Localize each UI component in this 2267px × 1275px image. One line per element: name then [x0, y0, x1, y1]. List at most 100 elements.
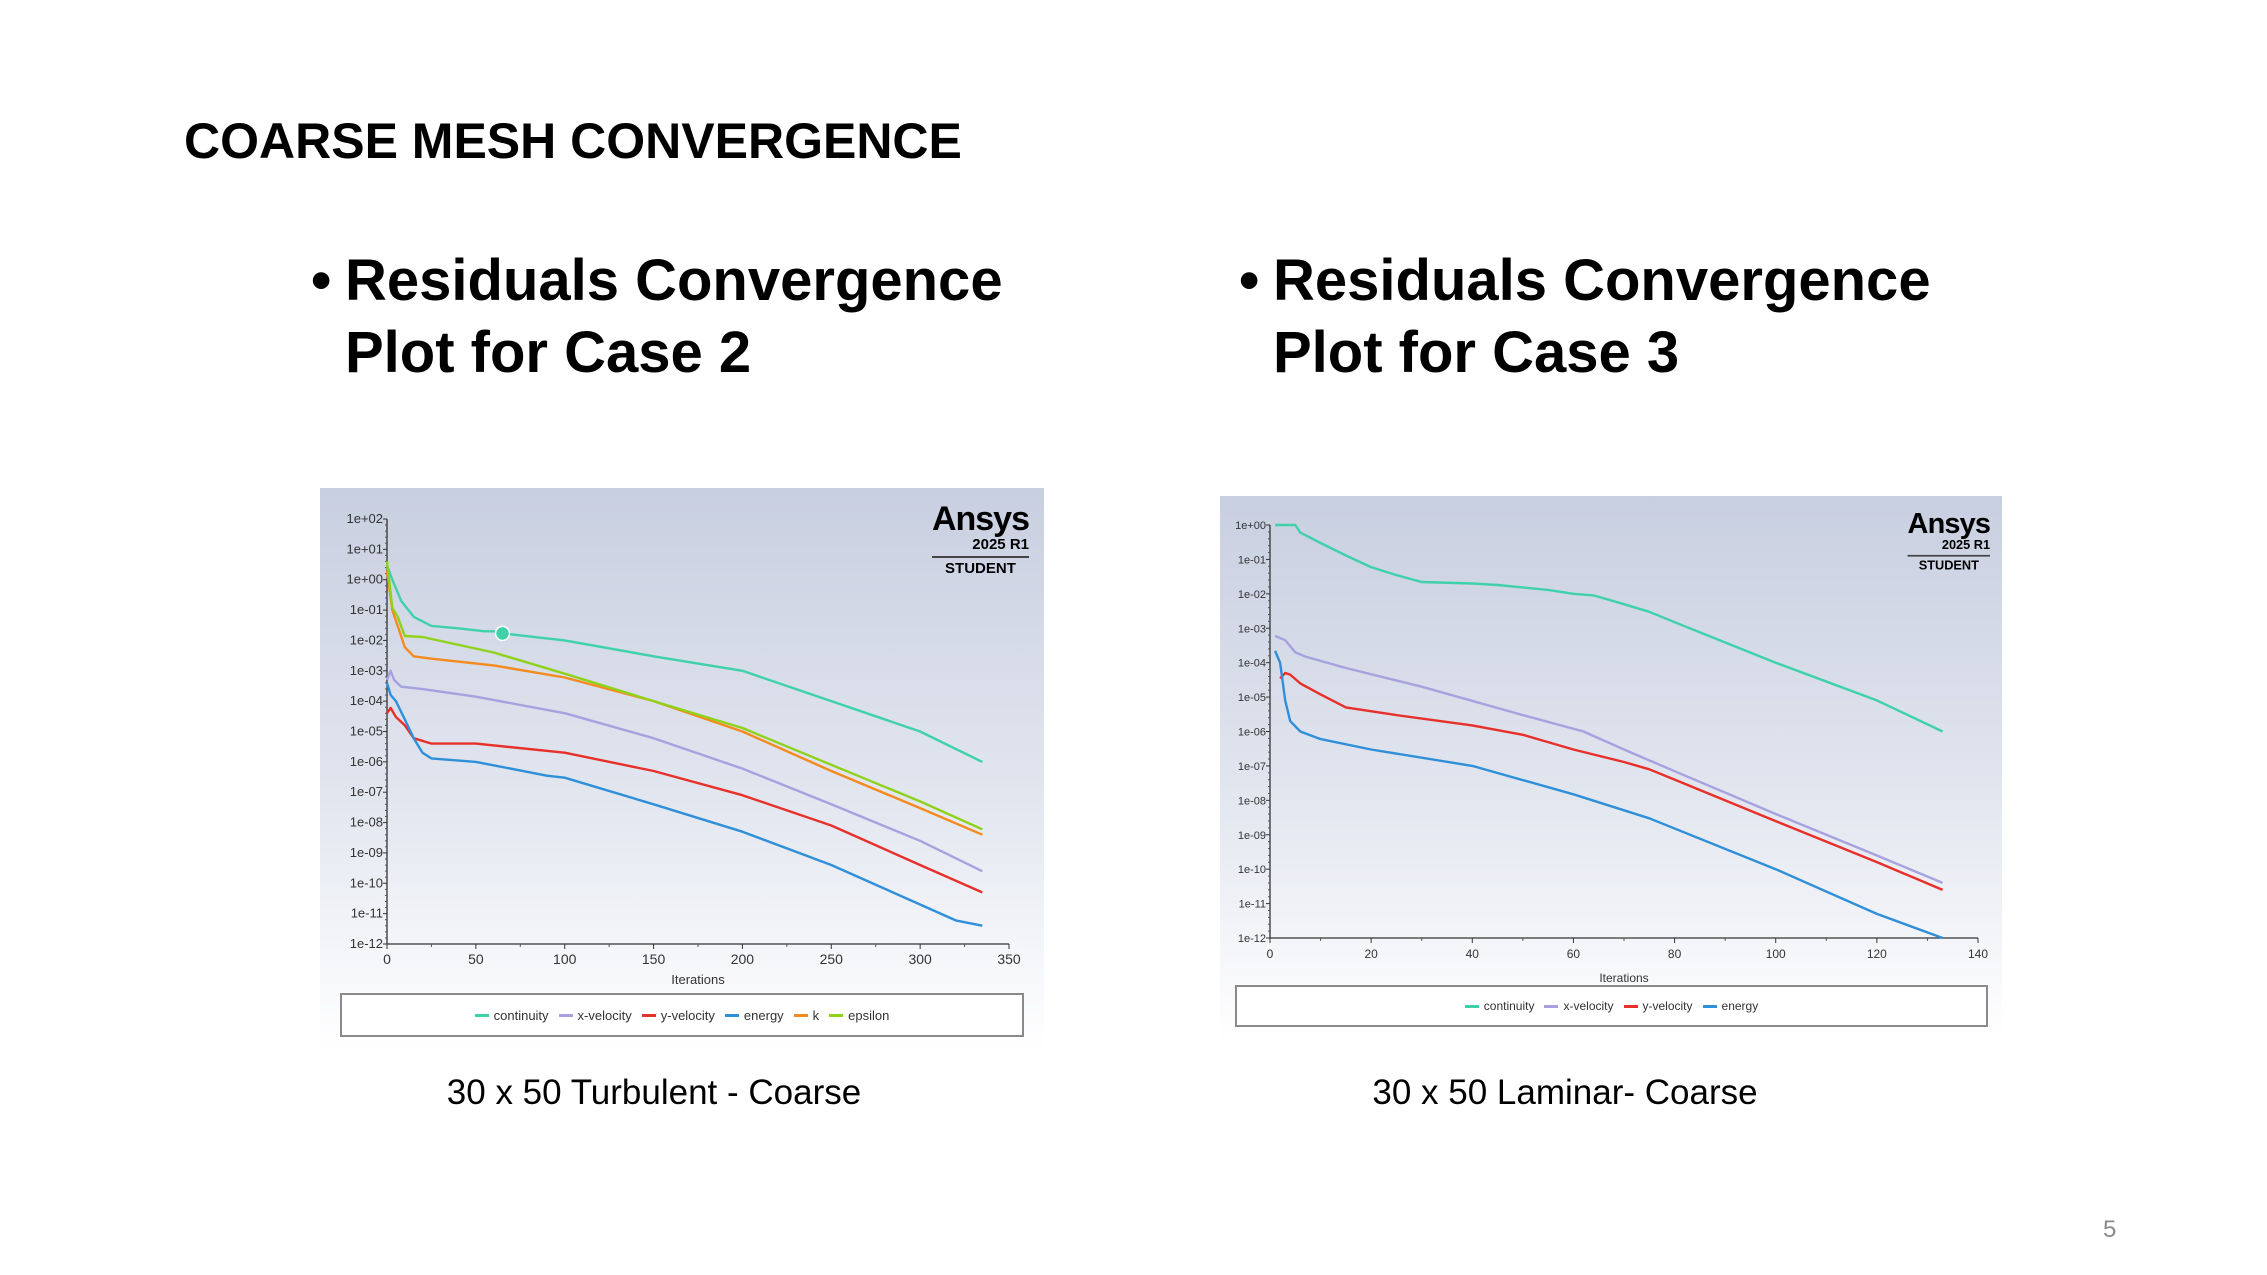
y-tick-label: 1e-04	[350, 693, 383, 708]
y-tick-label: 1e+02	[346, 511, 383, 526]
bullet-line: Plot for Case 3	[1273, 320, 1680, 385]
series-line-y-velocity	[1279, 671, 1944, 892]
y-tick-label: 1e-12	[350, 936, 383, 951]
series-line-k	[385, 570, 983, 836]
series-line-y-velocity	[386, 706, 983, 894]
x-tick-label: 250	[820, 951, 844, 967]
y-tick-label: 1e-10	[350, 875, 383, 890]
y-tick-label: 1e-03	[350, 663, 383, 678]
x-tick-label: 0	[1267, 947, 1274, 961]
plot-area: 1e+00 1e-01 1e-02 1e-03 1e-04 1e-05 1e-06 1e-07…	[1235, 520, 1988, 961]
bullet-line: Residuals Convergence	[1273, 248, 1931, 313]
legend-swatch	[558, 1013, 573, 1017]
y-tick-label: 1e+00	[346, 572, 383, 587]
y-tick-label: 1e-01	[1238, 554, 1266, 566]
y-tick-label: 1e-11	[1239, 899, 1266, 911]
legend-swatch	[724, 1013, 739, 1017]
x-tick-label: 300	[908, 951, 932, 967]
x-tick-label: 20	[1364, 947, 1378, 961]
logo-release: 2025 R1	[1907, 538, 1990, 557]
legend-label: k	[812, 1007, 820, 1023]
logo-brand: Ansys	[931, 500, 1030, 538]
x-tick-label: 150	[642, 951, 666, 967]
x-tick-label: 140	[1968, 947, 1988, 961]
x-tick-label: 350	[997, 951, 1021, 967]
bullet-dot: •	[311, 248, 332, 313]
x-tick-label: 80	[1668, 947, 1682, 961]
x-tick-label: 0	[383, 951, 391, 967]
legend: continuity x-velocity y-velocity energy	[1235, 985, 1988, 1027]
y-tick-label: 1e-05	[1238, 692, 1266, 704]
logo-brand: Ansys	[1907, 507, 1990, 540]
y-tick-label: 1e-07	[1238, 761, 1266, 773]
legend-label: energy	[1721, 999, 1759, 1013]
ansys-logo: Ansys 2025 R1 STUDENT	[1907, 507, 1991, 575]
legend-item-x-velocity[interactable]: x-velocity	[1544, 999, 1614, 1013]
series-line-epsilon	[385, 561, 983, 831]
y-tick-label: 1e-05	[350, 724, 383, 739]
legend-label: energy	[743, 1007, 784, 1023]
legend-item-x-velocity[interactable]: x-velocity	[558, 1007, 632, 1023]
bullet-case-3: • Residuals Convergence Plot for Case 3	[1239, 245, 1931, 389]
logo-release: 2025 R1	[931, 536, 1029, 558]
y-tick-label: 1e-09	[1238, 830, 1266, 842]
bullet-case-2: • Residuals Convergence Plot for Case 2	[311, 245, 1003, 389]
y-tick-label: 1e-12	[1238, 933, 1266, 945]
x-tick-label: 100	[553, 951, 577, 967]
legend-item-epsilon[interactable]: epsilon	[829, 1008, 889, 1023]
x-axis-label: Iterations	[671, 972, 725, 987]
legend-label: y-velocity	[660, 1007, 715, 1023]
plot-area: 1e+02 1e+01 1e+00 1e-01 1e-02 1e-03 1e-04 1e-05…	[346, 511, 1021, 967]
x-tick-label: 120	[1867, 947, 1887, 961]
bullet-dot: •	[1239, 248, 1260, 313]
legend-item-energy[interactable]: energy	[724, 1007, 784, 1023]
y-tick-label: 1e-08	[1238, 795, 1266, 807]
ansys-logo: Ansys 2025 R1 STUDENT	[931, 500, 1030, 580]
x-tick-label: 200	[731, 951, 755, 967]
y-tick-label: 1e-06	[350, 754, 383, 769]
y-tick-label: 1e-10	[1238, 864, 1266, 876]
series-line-x-velocity	[1274, 634, 1944, 885]
series-line-energy	[1273, 650, 1944, 940]
y-tick-label: 1e-09	[350, 845, 383, 860]
legend-item-continuity[interactable]: continuity	[474, 1008, 549, 1023]
series-line-x-velocity	[385, 669, 983, 873]
series-line-continuity	[1275, 523, 1944, 733]
page-number: 5	[2103, 1216, 2117, 1243]
legend-swatch	[793, 1013, 808, 1017]
legend-item-k[interactable]: k	[793, 1007, 820, 1023]
y-tick-label: 1e-08	[350, 815, 383, 830]
bullet-line: Plot for Case 2	[345, 320, 752, 385]
legend-label: x-velocity	[577, 1007, 632, 1023]
residuals-chart-case-2: 1e+02 1e+01 1e+00 1e-01 1e-02 1e-03 1e-04 1e-05…	[320, 488, 1044, 1050]
slide-title: COARSE MESH CONVERGENCE	[184, 113, 962, 169]
legend-swatch	[829, 1013, 844, 1017]
legend-item-energy[interactable]: energy	[1702, 999, 1759, 1013]
logo-edition: STUDENT	[945, 560, 1016, 577]
caption-case-2: 30 x 50 Turbulent - Coarse	[446, 1073, 862, 1112]
legend-label: y-velocity	[1642, 999, 1693, 1013]
x-tick-label: 60	[1567, 947, 1581, 961]
legend-swatch	[1702, 1004, 1717, 1008]
legend: continuity x-velocity y-velocity energy k eps…	[340, 993, 1024, 1037]
legend-item-y-velocity[interactable]: y-velocity	[641, 1007, 715, 1023]
data-point-marker	[494, 625, 511, 642]
bullet-line: Residuals Convergence	[345, 248, 1003, 313]
legend-item-continuity[interactable]: continuity	[1464, 999, 1535, 1013]
y-tick-label: 1e+00	[1235, 520, 1266, 532]
y-tick-label: 1e-06	[1238, 727, 1266, 739]
legend-label: continuity	[1483, 999, 1535, 1013]
x-tick-label: 100	[1766, 947, 1786, 961]
legend-item-y-velocity[interactable]: y-velocity	[1623, 999, 1693, 1013]
y-tick-label: 1e-04	[1238, 658, 1266, 670]
legend-swatch	[1544, 1004, 1559, 1008]
residuals-chart-case-3: 1e+00 1e-01 1e-02 1e-03 1e-04 1e-05 1e-06 1e-07…	[1220, 496, 2002, 1041]
legend-swatch	[474, 1013, 489, 1017]
series-line-continuity	[385, 564, 983, 763]
caption-case-3: 30 x 50 Laminar- Coarse	[1372, 1073, 1758, 1112]
x-tick-label: 50	[468, 951, 484, 967]
y-tick-label: 1e-03	[1238, 623, 1266, 635]
y-tick-label: 1e-07	[350, 784, 383, 799]
y-tick-label: 1e-11	[351, 906, 383, 921]
y-tick-label: 1e-02	[1238, 589, 1266, 601]
